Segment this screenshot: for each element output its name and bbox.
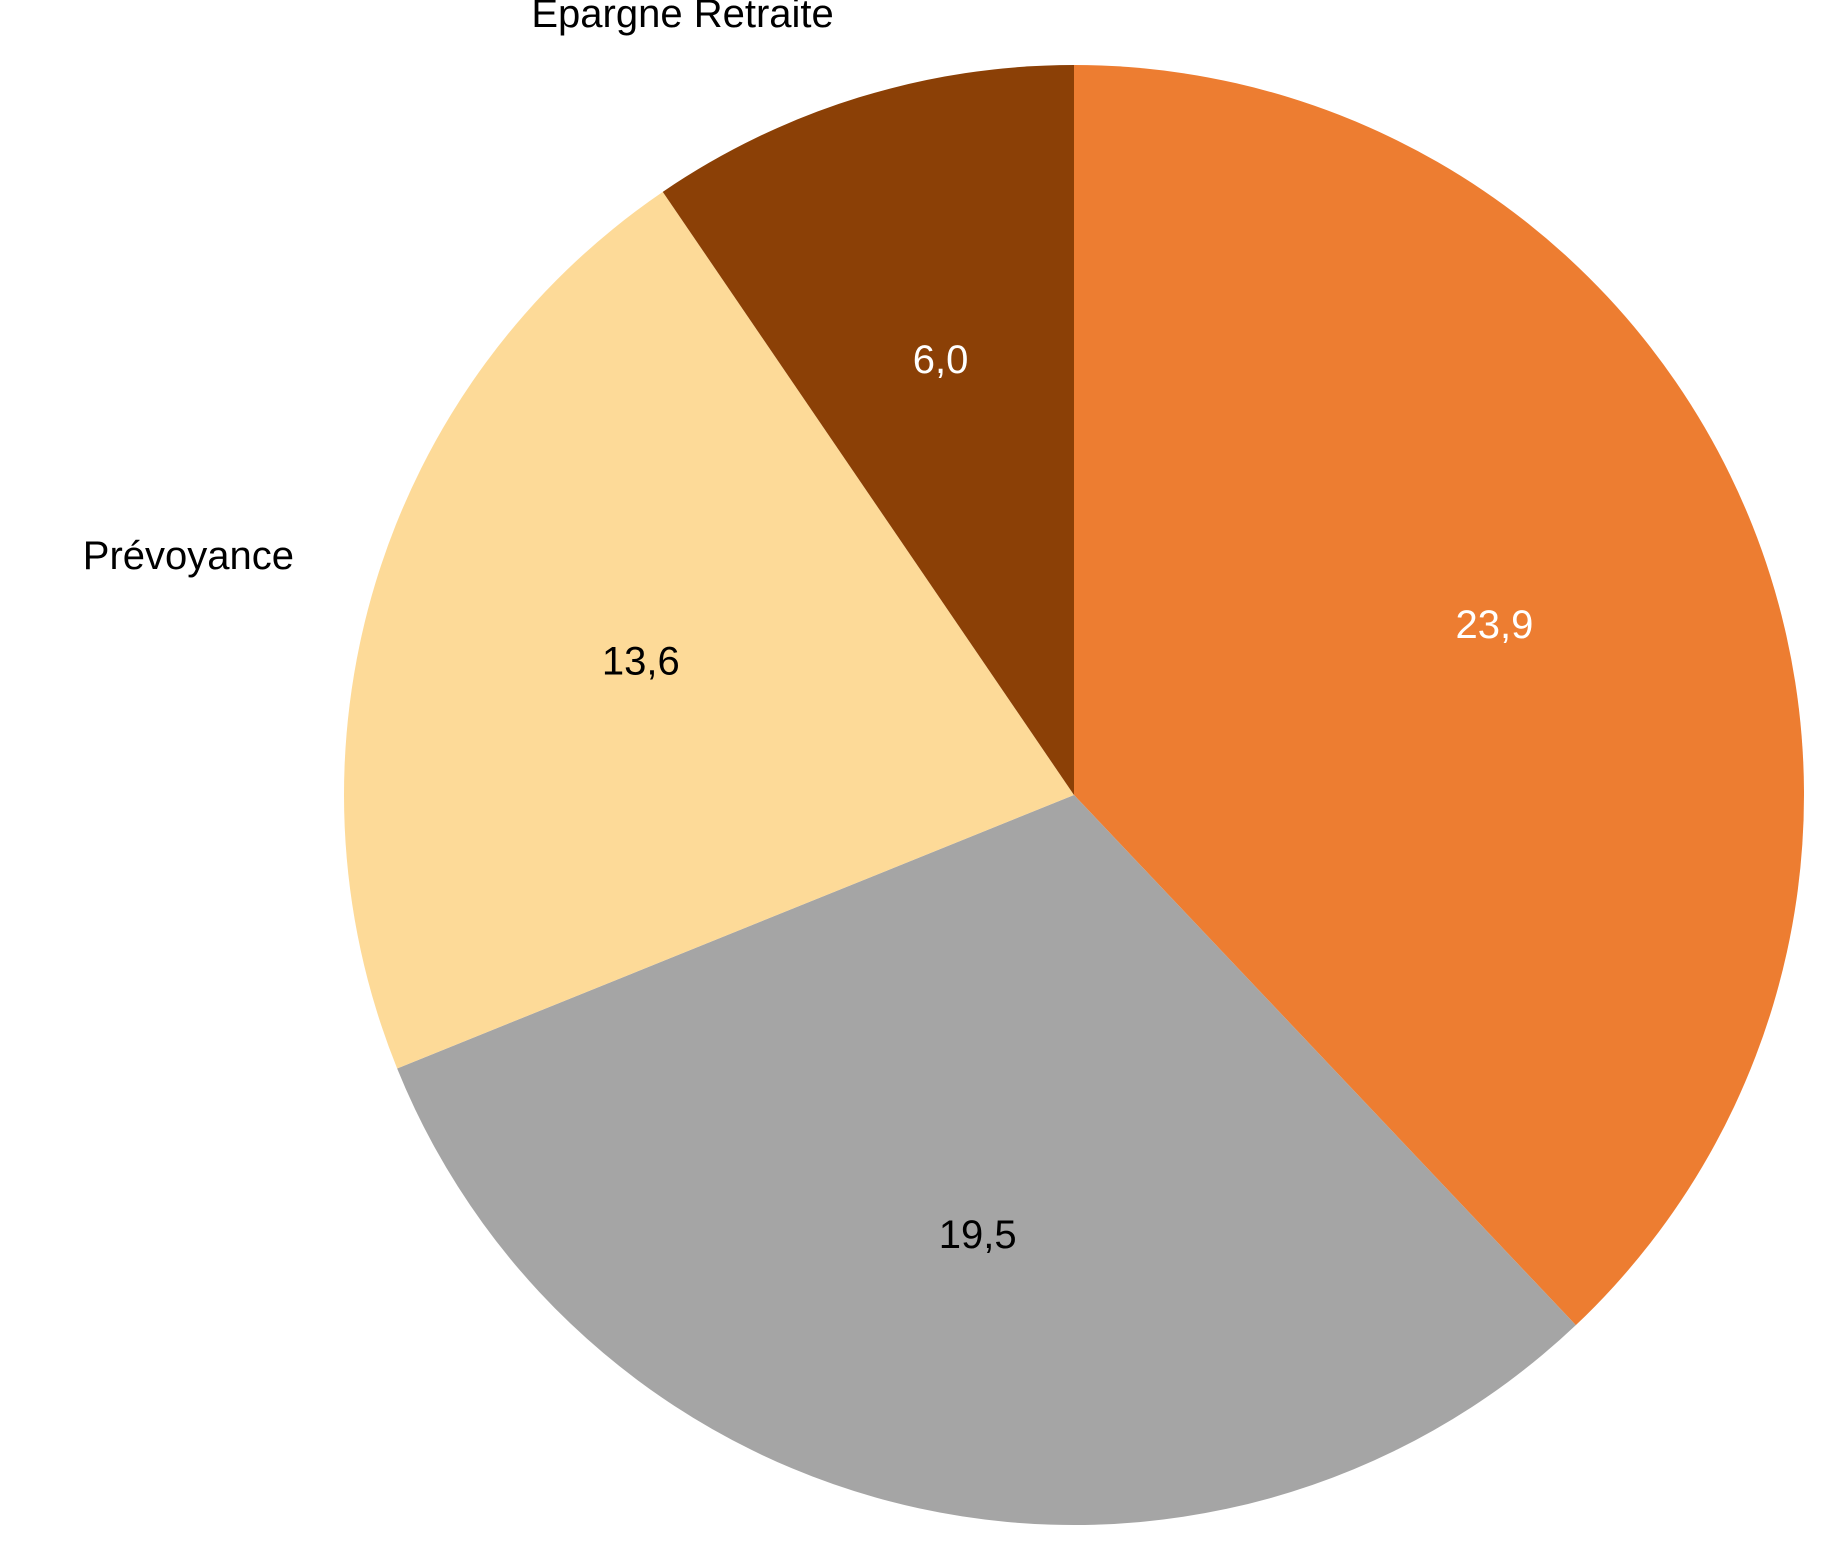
pie-slice-1 xyxy=(1074,65,1804,1326)
pie-slices xyxy=(344,65,1804,1525)
pie-slice-2 xyxy=(397,795,1576,1525)
slice-value-label-2: 19,5 xyxy=(939,1213,1017,1257)
slice-category-label-4: Epargne Retraite xyxy=(531,0,833,36)
slice-category-label-3: Prévoyance xyxy=(83,534,294,578)
slice-value-label-1: 23,9 xyxy=(1456,603,1534,647)
pie-value-labels: 23,9 19,5 13,6 6,0 xyxy=(602,338,1533,1257)
slice-value-label-4: 6,0 xyxy=(913,338,969,382)
slice-value-label-3: 13,6 xyxy=(602,639,680,683)
pie-category-labels: IARDSanté collectivePrévoyanceEpargne Re… xyxy=(83,0,1832,578)
pie-slice-4 xyxy=(662,65,1074,795)
pie-slice-3 xyxy=(344,191,1074,1069)
